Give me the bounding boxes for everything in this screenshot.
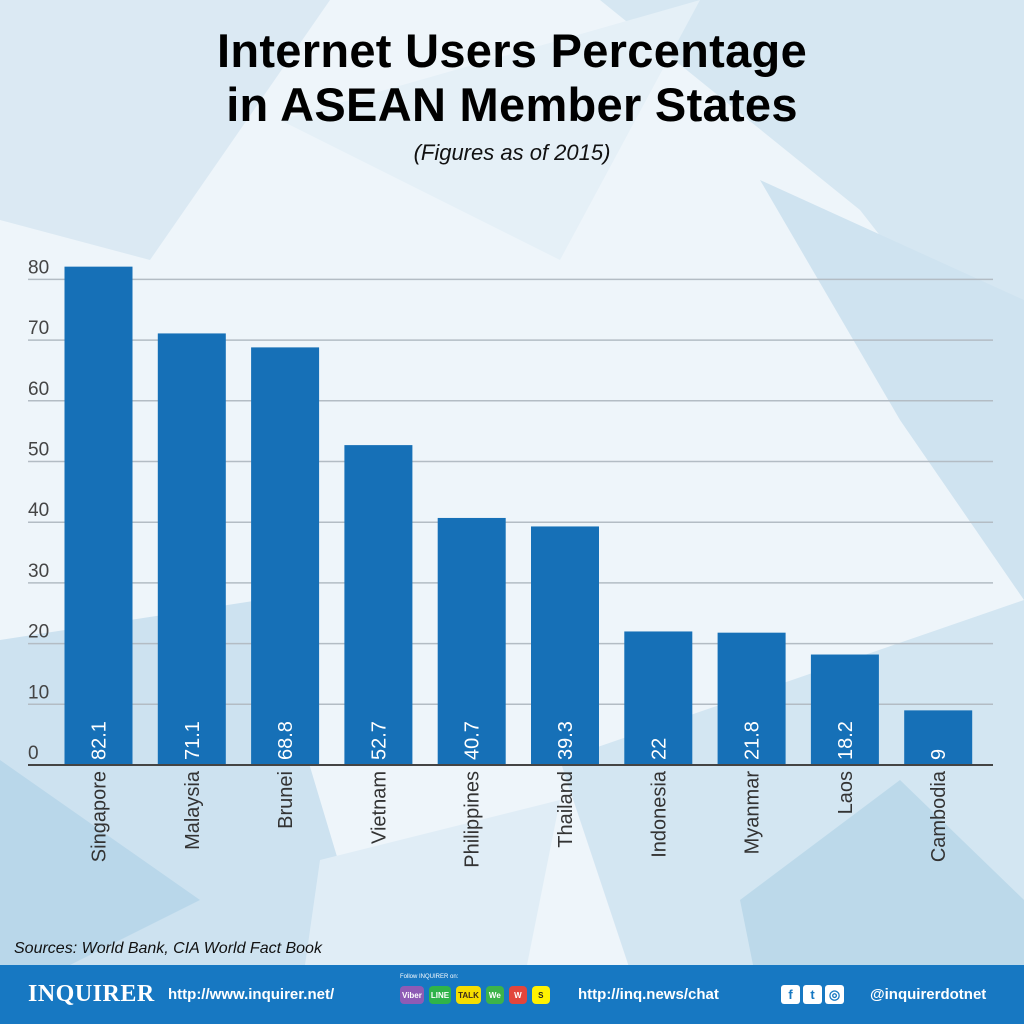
bar-vietnam bbox=[344, 445, 413, 765]
bar-philippines bbox=[437, 517, 506, 765]
category-label-malaysia: Malaysia bbox=[182, 770, 204, 850]
category-label-cambodia: Cambodia bbox=[928, 770, 950, 862]
category-label-myanmar: Myanmar bbox=[742, 771, 764, 855]
line-icon[interactable]: LINE bbox=[428, 986, 452, 1004]
chart-title: Internet Users Percentage in ASEAN Membe… bbox=[0, 24, 1024, 132]
category-label-brunei: Brunei bbox=[275, 771, 297, 829]
y-tick-label-30: 30 bbox=[28, 561, 49, 582]
inquirer-logo[interactable]: INQUIRER bbox=[28, 981, 155, 1007]
facebook-icon[interactable]: f bbox=[781, 985, 800, 1004]
chart-title-line-2: in ASEAN Member States bbox=[226, 78, 798, 131]
bar-singapore bbox=[64, 266, 133, 765]
snapchat-icon[interactable]: S bbox=[531, 986, 550, 1004]
category-label-thailand: Thailand bbox=[555, 771, 577, 848]
viber-icon[interactable]: Viber bbox=[400, 986, 424, 1004]
value-label-thailand: 39.3 bbox=[555, 721, 577, 760]
value-label-indonesia: 22 bbox=[648, 738, 670, 760]
value-label-vietnam: 52.7 bbox=[368, 721, 390, 760]
category-label-philippines: Philippines bbox=[462, 771, 484, 868]
messaging-apps: Viber LINE TALK We W S bbox=[400, 986, 550, 1004]
follow-text: Follow INQUIRER on: bbox=[400, 974, 459, 980]
bar-brunei bbox=[251, 347, 320, 765]
value-label-philippines: 40.7 bbox=[462, 721, 484, 760]
value-label-malaysia: 71.1 bbox=[182, 721, 204, 760]
value-label-singapore: 82.1 bbox=[89, 721, 111, 760]
y-tick-label-80: 80 bbox=[28, 257, 49, 278]
social-icons: f t ◎ bbox=[781, 985, 844, 1004]
category-label-laos: Laos bbox=[835, 771, 857, 814]
source-note: Sources: World Bank, CIA World Fact Book bbox=[14, 940, 322, 957]
category-label-singapore: Singapore bbox=[89, 771, 111, 862]
bar-indonesia bbox=[624, 631, 693, 765]
wechat-icon[interactable]: We bbox=[485, 986, 504, 1004]
y-tick-label-50: 50 bbox=[28, 440, 49, 461]
bar-myanmar bbox=[717, 632, 786, 765]
chat-link[interactable]: http://inq.news/chat bbox=[578, 986, 719, 1003]
value-label-myanmar: 21.8 bbox=[742, 721, 764, 760]
footer-bar: INQUIRER http://www.inquirer.net/ Follow… bbox=[0, 965, 1024, 1024]
kakaotalk-icon[interactable]: TALK bbox=[456, 986, 481, 1004]
bar-malaysia bbox=[157, 333, 226, 765]
value-label-laos: 18.2 bbox=[835, 721, 857, 760]
bar-cambodia bbox=[904, 710, 973, 765]
value-label-cambodia: 9 bbox=[928, 749, 950, 760]
instagram-icon[interactable]: ◎ bbox=[825, 985, 844, 1004]
y-tick-label-70: 70 bbox=[28, 318, 49, 339]
website-link[interactable]: http://www.inquirer.net/ bbox=[168, 986, 335, 1003]
y-tick-label-40: 40 bbox=[28, 500, 49, 521]
twitter-icon[interactable]: t bbox=[803, 985, 822, 1004]
category-label-vietnam: Vietnam bbox=[368, 771, 390, 844]
y-tick-label-10: 10 bbox=[28, 682, 49, 703]
chart-title-line-1: Internet Users Percentage bbox=[216, 24, 808, 77]
chart-subtitle: (Figures as of 2015) bbox=[413, 140, 611, 165]
social-handle[interactable]: @inquirerdotnet bbox=[870, 986, 987, 1003]
category-label-indonesia: Indonesia bbox=[648, 770, 670, 858]
y-tick-label-20: 20 bbox=[28, 622, 49, 643]
y-tick-label-0: 0 bbox=[28, 743, 39, 764]
bar-laos bbox=[810, 654, 879, 765]
bar-thailand bbox=[531, 526, 599, 765]
y-tick-label-60: 60 bbox=[28, 379, 49, 400]
weibo-icon[interactable]: W bbox=[508, 986, 527, 1004]
value-label-brunei: 68.8 bbox=[275, 721, 297, 760]
